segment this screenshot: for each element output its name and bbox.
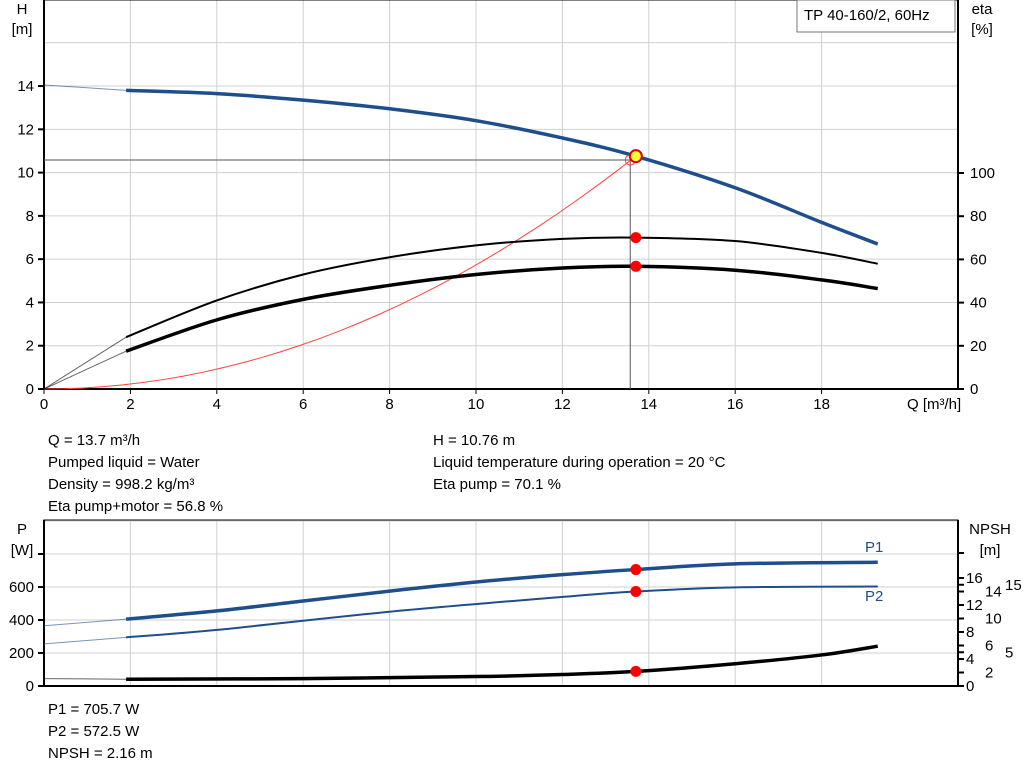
eta-tick-label: 0 — [970, 381, 978, 398]
info-liquid: Pumped liquid = Water — [48, 454, 200, 471]
eta-pump-motor-curve-thin — [43, 350, 127, 390]
x-tick-label: 12 — [554, 396, 571, 413]
x-tick-label: 4 — [213, 396, 221, 413]
npsh-tick-label: 12 — [966, 597, 983, 614]
info-p2: P2 = 572.5 W — [48, 723, 140, 740]
eta-tick-label: 100 — [970, 165, 995, 182]
duty-point-eta-pump — [630, 232, 642, 244]
p-axis-label: P — [17, 521, 27, 538]
p1-curve-thin — [43, 618, 127, 627]
p2-curve — [125, 585, 878, 639]
duty-point-p1 — [630, 564, 642, 576]
x-tick-label: 6 — [299, 396, 307, 413]
npsh-tick-label: 10 — [985, 611, 1002, 628]
eta-pump-curve-thin — [43, 336, 127, 390]
npsh-tick-label: 4 — [966, 651, 974, 668]
qh-curve — [126, 88, 879, 246]
npsh-axis-label: NPSH — [969, 521, 1011, 538]
p2-label: P2 — [865, 588, 883, 605]
info-bottom: P1 = 705.7 W P2 = 572.5 W NPSH = 2.16 m — [48, 699, 153, 765]
info-p1: P1 = 705.7 W — [48, 701, 140, 718]
x-tick-label: 18 — [813, 396, 830, 413]
npsh-tick-label: 6 — [985, 638, 993, 655]
system-curve — [43, 155, 637, 390]
npsh-curve-thin — [43, 678, 127, 680]
p-tick-label: 600 — [9, 579, 34, 596]
npsh-curve — [126, 644, 879, 681]
eta-axis-unit: [%] — [971, 21, 993, 38]
info-top-left: Q = 13.7 m³/h Pumped liquid = Water Dens… — [48, 430, 223, 518]
p1-label: P1 — [865, 539, 883, 556]
npsh-tick-label: 5 — [1005, 644, 1013, 661]
info-top-right: H = 10.76 m Liquid temperature during op… — [433, 430, 725, 496]
y-tick-label: 8 — [26, 208, 34, 225]
y-tick-label: 0 — [26, 381, 34, 398]
npsh-axis-unit: [m] — [980, 542, 1001, 559]
x-tick-label: 0 — [40, 396, 48, 413]
x-tick-label: 8 — [385, 396, 393, 413]
chart-title: TP 40-160/2, 60Hz — [804, 7, 930, 24]
y-axis-label: H — [17, 1, 28, 18]
eta-pump-curve — [125, 236, 878, 339]
eta-pump-motor-curve — [125, 264, 879, 353]
info-q: Q = 13.7 m³/h — [48, 432, 141, 449]
y-tick-label: 6 — [26, 251, 34, 268]
info-density: Density = 998.2 kg/m³ — [48, 476, 195, 493]
npsh-tick-label: 14 — [985, 584, 1002, 601]
x-tick-label: 16 — [727, 396, 744, 413]
npsh-tick-label: 0 — [966, 678, 974, 695]
p-tick-label: 0 — [26, 678, 34, 695]
npsh-tick-label: 8 — [966, 624, 974, 641]
duty-point-eta-pump-motor — [630, 260, 642, 272]
npsh-tick-label: 2 — [985, 665, 993, 682]
legend-box — [796, 0, 956, 33]
info-temperature: Liquid temperature during operation = 20… — [433, 454, 726, 471]
p-tick-label: 400 — [9, 612, 34, 629]
qh-curve-thin — [43, 84, 127, 91]
eta-axis-label: eta — [972, 1, 994, 18]
p-axis-unit: [W] — [11, 542, 34, 559]
eta-tick-label: 60 — [970, 251, 987, 268]
p2-curve-thin — [43, 636, 127, 645]
npsh-tick-label: 15 — [1005, 577, 1022, 594]
x-tick-label: 14 — [640, 396, 657, 413]
duty-point-h — [628, 149, 643, 164]
y-tick-label: 10 — [17, 165, 34, 182]
x-axis-label: Q [m³/h] — [907, 396, 961, 413]
y-tick-label: 2 — [26, 338, 34, 355]
info-npsh: NPSH = 2.16 m — [48, 745, 153, 762]
duty-point-npsh — [630, 665, 642, 677]
y-tick-label: 4 — [26, 294, 34, 311]
p-tick-label: 200 — [9, 645, 34, 662]
y-tick-label: 12 — [17, 121, 34, 138]
npsh-tick-label: 16 — [966, 570, 983, 587]
y-tick-label: 14 — [17, 78, 34, 95]
x-tick-label: 2 — [126, 396, 134, 413]
plot-frame-bottom — [43, 519, 959, 687]
duty-point-p2 — [630, 586, 642, 598]
p1-curve — [125, 560, 878, 621]
eta-tick-label: 20 — [970, 338, 987, 355]
info-eta-pump: Eta pump = 70.1 % — [433, 476, 561, 493]
info-eta-pump-motor: Eta pump+motor = 56.8 % — [48, 498, 224, 515]
eta-tick-label: 40 — [970, 295, 987, 312]
y-axis-unit: [m] — [12, 21, 33, 38]
info-h: H = 10.76 m — [433, 432, 516, 449]
x-tick-label: 10 — [468, 396, 485, 413]
eta-tick-label: 80 — [970, 208, 987, 225]
